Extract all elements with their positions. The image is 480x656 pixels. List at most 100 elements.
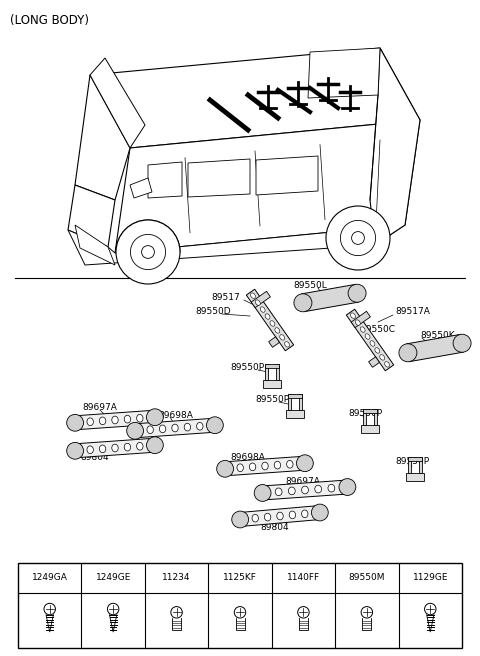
Ellipse shape bbox=[287, 461, 293, 468]
Circle shape bbox=[142, 245, 155, 258]
Ellipse shape bbox=[127, 422, 144, 439]
Ellipse shape bbox=[370, 340, 375, 346]
Text: 89517A: 89517A bbox=[395, 308, 430, 316]
Ellipse shape bbox=[112, 416, 118, 424]
Text: 89550L: 89550L bbox=[293, 281, 327, 289]
Ellipse shape bbox=[264, 513, 271, 521]
Polygon shape bbox=[115, 120, 420, 253]
Ellipse shape bbox=[265, 314, 270, 319]
Ellipse shape bbox=[87, 418, 94, 426]
Polygon shape bbox=[263, 380, 281, 388]
Ellipse shape bbox=[262, 462, 268, 470]
Bar bbox=[18, 563, 462, 648]
Polygon shape bbox=[148, 162, 182, 198]
Polygon shape bbox=[75, 75, 130, 200]
Text: 1129GE: 1129GE bbox=[412, 573, 448, 583]
Ellipse shape bbox=[365, 334, 370, 339]
Polygon shape bbox=[251, 291, 270, 308]
Polygon shape bbox=[90, 48, 420, 148]
Polygon shape bbox=[370, 48, 420, 245]
Ellipse shape bbox=[159, 425, 166, 433]
Polygon shape bbox=[288, 394, 302, 398]
Ellipse shape bbox=[260, 307, 265, 312]
Circle shape bbox=[424, 604, 436, 615]
Polygon shape bbox=[90, 58, 145, 148]
Polygon shape bbox=[419, 457, 422, 472]
Ellipse shape bbox=[67, 415, 84, 431]
Text: 89550P: 89550P bbox=[255, 396, 289, 405]
Polygon shape bbox=[188, 159, 250, 197]
Polygon shape bbox=[75, 225, 115, 265]
Polygon shape bbox=[361, 424, 379, 432]
Polygon shape bbox=[288, 394, 291, 409]
Ellipse shape bbox=[339, 479, 356, 495]
Polygon shape bbox=[408, 457, 422, 461]
Ellipse shape bbox=[250, 463, 256, 471]
Ellipse shape bbox=[146, 409, 163, 426]
Circle shape bbox=[326, 206, 390, 270]
Text: 89550P: 89550P bbox=[348, 409, 382, 417]
Polygon shape bbox=[246, 289, 294, 351]
Text: 89698A: 89698A bbox=[158, 411, 193, 419]
Polygon shape bbox=[262, 480, 348, 500]
Ellipse shape bbox=[380, 355, 384, 360]
Ellipse shape bbox=[355, 320, 360, 325]
Circle shape bbox=[171, 607, 182, 618]
Polygon shape bbox=[269, 337, 279, 347]
Text: 89550K: 89550K bbox=[420, 331, 455, 340]
Text: 1140FF: 1140FF bbox=[287, 573, 320, 583]
Ellipse shape bbox=[274, 461, 281, 469]
Ellipse shape bbox=[124, 443, 131, 451]
Text: 89697A: 89697A bbox=[285, 478, 320, 487]
Circle shape bbox=[131, 234, 166, 270]
Polygon shape bbox=[407, 335, 464, 361]
Polygon shape bbox=[130, 178, 152, 198]
Ellipse shape bbox=[206, 417, 223, 434]
Ellipse shape bbox=[384, 361, 389, 367]
Text: 11234: 11234 bbox=[162, 573, 191, 583]
Ellipse shape bbox=[137, 415, 143, 422]
Text: 89517: 89517 bbox=[211, 293, 240, 302]
Ellipse shape bbox=[453, 334, 471, 352]
Ellipse shape bbox=[275, 328, 280, 333]
Polygon shape bbox=[351, 312, 371, 327]
Circle shape bbox=[361, 607, 372, 618]
Ellipse shape bbox=[399, 344, 417, 361]
Text: 89804: 89804 bbox=[260, 523, 288, 533]
Polygon shape bbox=[134, 419, 216, 438]
Circle shape bbox=[340, 220, 376, 256]
Text: (LONG BODY): (LONG BODY) bbox=[10, 14, 89, 27]
Ellipse shape bbox=[197, 422, 203, 430]
Ellipse shape bbox=[137, 442, 143, 450]
Ellipse shape bbox=[289, 511, 296, 519]
Ellipse shape bbox=[312, 504, 328, 521]
Ellipse shape bbox=[146, 437, 163, 453]
Ellipse shape bbox=[216, 461, 233, 477]
Polygon shape bbox=[240, 506, 321, 527]
Ellipse shape bbox=[375, 348, 380, 353]
Polygon shape bbox=[406, 472, 424, 481]
Ellipse shape bbox=[251, 293, 255, 298]
Ellipse shape bbox=[67, 442, 84, 459]
Ellipse shape bbox=[277, 512, 283, 520]
Ellipse shape bbox=[328, 484, 335, 492]
Polygon shape bbox=[286, 409, 304, 418]
Polygon shape bbox=[68, 225, 405, 265]
Polygon shape bbox=[276, 364, 279, 380]
Ellipse shape bbox=[237, 464, 243, 472]
Circle shape bbox=[108, 604, 119, 615]
Text: 1249GA: 1249GA bbox=[32, 573, 68, 583]
Ellipse shape bbox=[294, 294, 312, 312]
Ellipse shape bbox=[255, 300, 260, 305]
Circle shape bbox=[44, 604, 56, 615]
Ellipse shape bbox=[172, 424, 178, 432]
Polygon shape bbox=[363, 409, 377, 413]
Ellipse shape bbox=[254, 485, 271, 501]
Circle shape bbox=[298, 607, 309, 618]
Text: 1125KF: 1125KF bbox=[223, 573, 257, 583]
Text: 89698A: 89698A bbox=[230, 453, 265, 462]
Ellipse shape bbox=[297, 455, 313, 472]
Polygon shape bbox=[68, 185, 115, 247]
Polygon shape bbox=[373, 409, 377, 424]
Text: 1249GE: 1249GE bbox=[96, 573, 131, 583]
